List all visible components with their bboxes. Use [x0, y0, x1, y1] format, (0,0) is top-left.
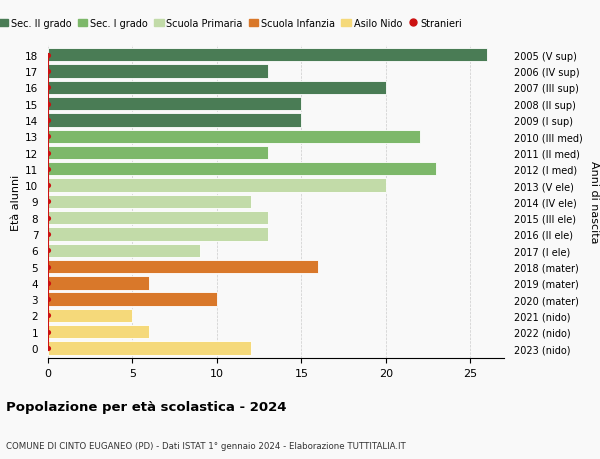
Bar [48, 179, 386, 192]
Bar [48, 114, 301, 127]
Bar [48, 277, 149, 290]
Point [43, 296, 53, 303]
Y-axis label: Anni di nascita: Anni di nascita [589, 161, 599, 243]
Point [43, 214, 53, 222]
Point [43, 101, 53, 108]
Bar [48, 260, 318, 274]
Point [43, 247, 53, 254]
Bar [48, 244, 200, 257]
Point [43, 198, 53, 206]
Point [43, 312, 53, 319]
Point [43, 328, 53, 336]
Point [43, 280, 53, 287]
Legend: Sec. II grado, Sec. I grado, Scuola Primaria, Scuola Infanzia, Asilo Nido, Stran: Sec. II grado, Sec. I grado, Scuola Prim… [0, 15, 466, 33]
Text: COMUNE DI CINTO EUGANEO (PD) - Dati ISTAT 1° gennaio 2024 - Elaborazione TUTTITA: COMUNE DI CINTO EUGANEO (PD) - Dati ISTA… [6, 441, 406, 450]
Text: Popolazione per età scolastica - 2024: Popolazione per età scolastica - 2024 [6, 400, 287, 413]
Bar [48, 163, 436, 176]
Point [43, 345, 53, 352]
Point [43, 182, 53, 190]
Point [43, 68, 53, 76]
Bar [48, 293, 217, 306]
Point [43, 117, 53, 124]
Bar [48, 341, 251, 355]
Bar [48, 195, 251, 209]
Bar [48, 130, 419, 144]
Point [43, 263, 53, 271]
Point [43, 133, 53, 140]
Point [43, 84, 53, 92]
Bar [48, 82, 386, 95]
Bar [48, 325, 149, 339]
Bar [48, 228, 268, 241]
Bar [48, 49, 487, 62]
Y-axis label: Età alunni: Età alunni [11, 174, 21, 230]
Bar [48, 212, 268, 225]
Bar [48, 65, 268, 78]
Point [43, 231, 53, 238]
Point [43, 52, 53, 59]
Bar [48, 309, 133, 322]
Point [43, 166, 53, 173]
Bar [48, 146, 268, 160]
Point [43, 150, 53, 157]
Bar [48, 98, 301, 111]
